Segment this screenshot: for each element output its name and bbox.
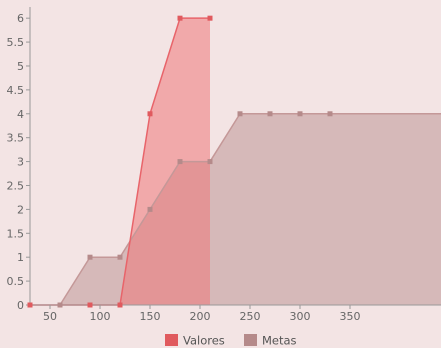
y-tick-label: 1 xyxy=(17,251,24,264)
y-tick-label: 3.5 xyxy=(7,132,25,145)
series-areas xyxy=(30,18,441,305)
point-metas xyxy=(267,111,273,117)
point-metas xyxy=(117,254,123,260)
line-metas xyxy=(59,113,441,306)
y-tick-label: 2.5 xyxy=(7,179,25,192)
x-tick-label: 200 xyxy=(190,310,211,323)
point-valores xyxy=(27,302,33,308)
point-valores xyxy=(147,111,153,117)
axes: 0 0.5 1 1.5 2 2.5 3 3.5 4 4.5 5 5.5 6 50 100 150 200 250 3… xyxy=(7,7,441,323)
y-tick-label: 1.5 xyxy=(7,227,25,240)
point-valores xyxy=(207,15,213,21)
y-tick-label: 4 xyxy=(17,108,24,121)
legend-label-metas: Metas xyxy=(262,334,297,348)
y-tick-label: 0.5 xyxy=(7,275,25,288)
x-tick-label: 300 xyxy=(290,310,311,323)
legend-swatch-valores xyxy=(165,334,178,346)
series-markers xyxy=(27,15,333,308)
y-tick-label: 0 xyxy=(17,299,24,312)
y-tick-label: 5 xyxy=(17,60,24,73)
legend: Valores Metas xyxy=(165,334,297,348)
y-tick-label: 5.5 xyxy=(7,36,25,49)
point-metas xyxy=(57,302,63,308)
point-metas xyxy=(327,111,333,117)
x-tick-label: 150 xyxy=(140,310,161,323)
y-tick-label: 4.5 xyxy=(7,84,25,97)
point-metas xyxy=(147,206,153,212)
point-valores xyxy=(117,302,123,308)
legend-label-valores: Valores xyxy=(183,334,225,348)
x-tick-label: 50 xyxy=(43,310,57,323)
point-valores xyxy=(177,15,183,21)
y-tick-label: 3 xyxy=(17,156,24,169)
point-metas xyxy=(207,159,213,165)
point-metas xyxy=(297,111,303,117)
y-tick-label: 6 xyxy=(17,12,24,25)
point-valores xyxy=(87,302,93,308)
point-metas xyxy=(87,254,93,260)
point-metas xyxy=(177,159,183,165)
x-tick-label: 350 xyxy=(340,310,361,323)
y-tick-label: 2 xyxy=(17,203,24,216)
legend-swatch-metas xyxy=(244,334,257,346)
x-tick-label: 100 xyxy=(90,310,111,323)
x-tick-label: 250 xyxy=(240,310,261,323)
area-valores xyxy=(30,18,210,305)
point-metas xyxy=(237,111,243,117)
